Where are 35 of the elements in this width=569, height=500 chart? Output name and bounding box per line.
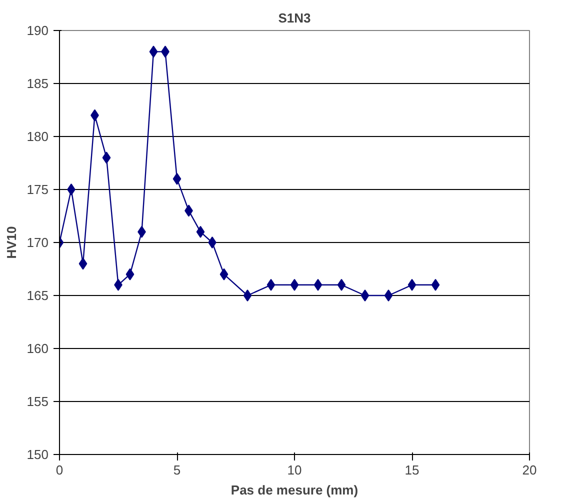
point bbox=[337, 278, 346, 291]
point bbox=[243, 290, 252, 302]
x-tick-label: 10 bbox=[287, 462, 302, 478]
x-tick-label: 15 bbox=[404, 462, 420, 478]
y-tick-label: 190 bbox=[26, 23, 49, 38]
y-tick-label: 165 bbox=[26, 288, 49, 303]
x-axis-title: Pas de mesure (mm) bbox=[230, 482, 358, 498]
point bbox=[172, 172, 182, 185]
y-tick-label: 180 bbox=[26, 129, 49, 144]
point bbox=[384, 290, 393, 302]
x-tick-label: 20 bbox=[522, 462, 537, 478]
point bbox=[208, 236, 216, 248]
x-tick-label: 5 bbox=[173, 462, 181, 478]
y-tick-label: 155 bbox=[26, 394, 49, 409]
y-tick-label: 185 bbox=[26, 76, 49, 91]
x-tick-label: 0 bbox=[56, 462, 64, 478]
y-tick-label: 150 bbox=[26, 447, 49, 462]
chart-title: S1N3 bbox=[278, 10, 311, 26]
point bbox=[431, 278, 440, 291]
point bbox=[67, 184, 76, 196]
point bbox=[220, 268, 228, 280]
point bbox=[149, 46, 158, 58]
point bbox=[102, 152, 111, 164]
y-tick-label: 175 bbox=[26, 182, 49, 197]
point bbox=[290, 278, 299, 291]
point bbox=[360, 290, 370, 302]
point bbox=[266, 278, 276, 291]
point bbox=[78, 258, 88, 270]
point bbox=[314, 278, 322, 291]
y-tick-label: 160 bbox=[26, 341, 49, 356]
point bbox=[126, 268, 134, 280]
y-tick-label: 170 bbox=[26, 235, 49, 250]
point bbox=[408, 278, 416, 291]
y-axis-title: HV10 bbox=[4, 226, 19, 259]
point bbox=[196, 226, 205, 238]
